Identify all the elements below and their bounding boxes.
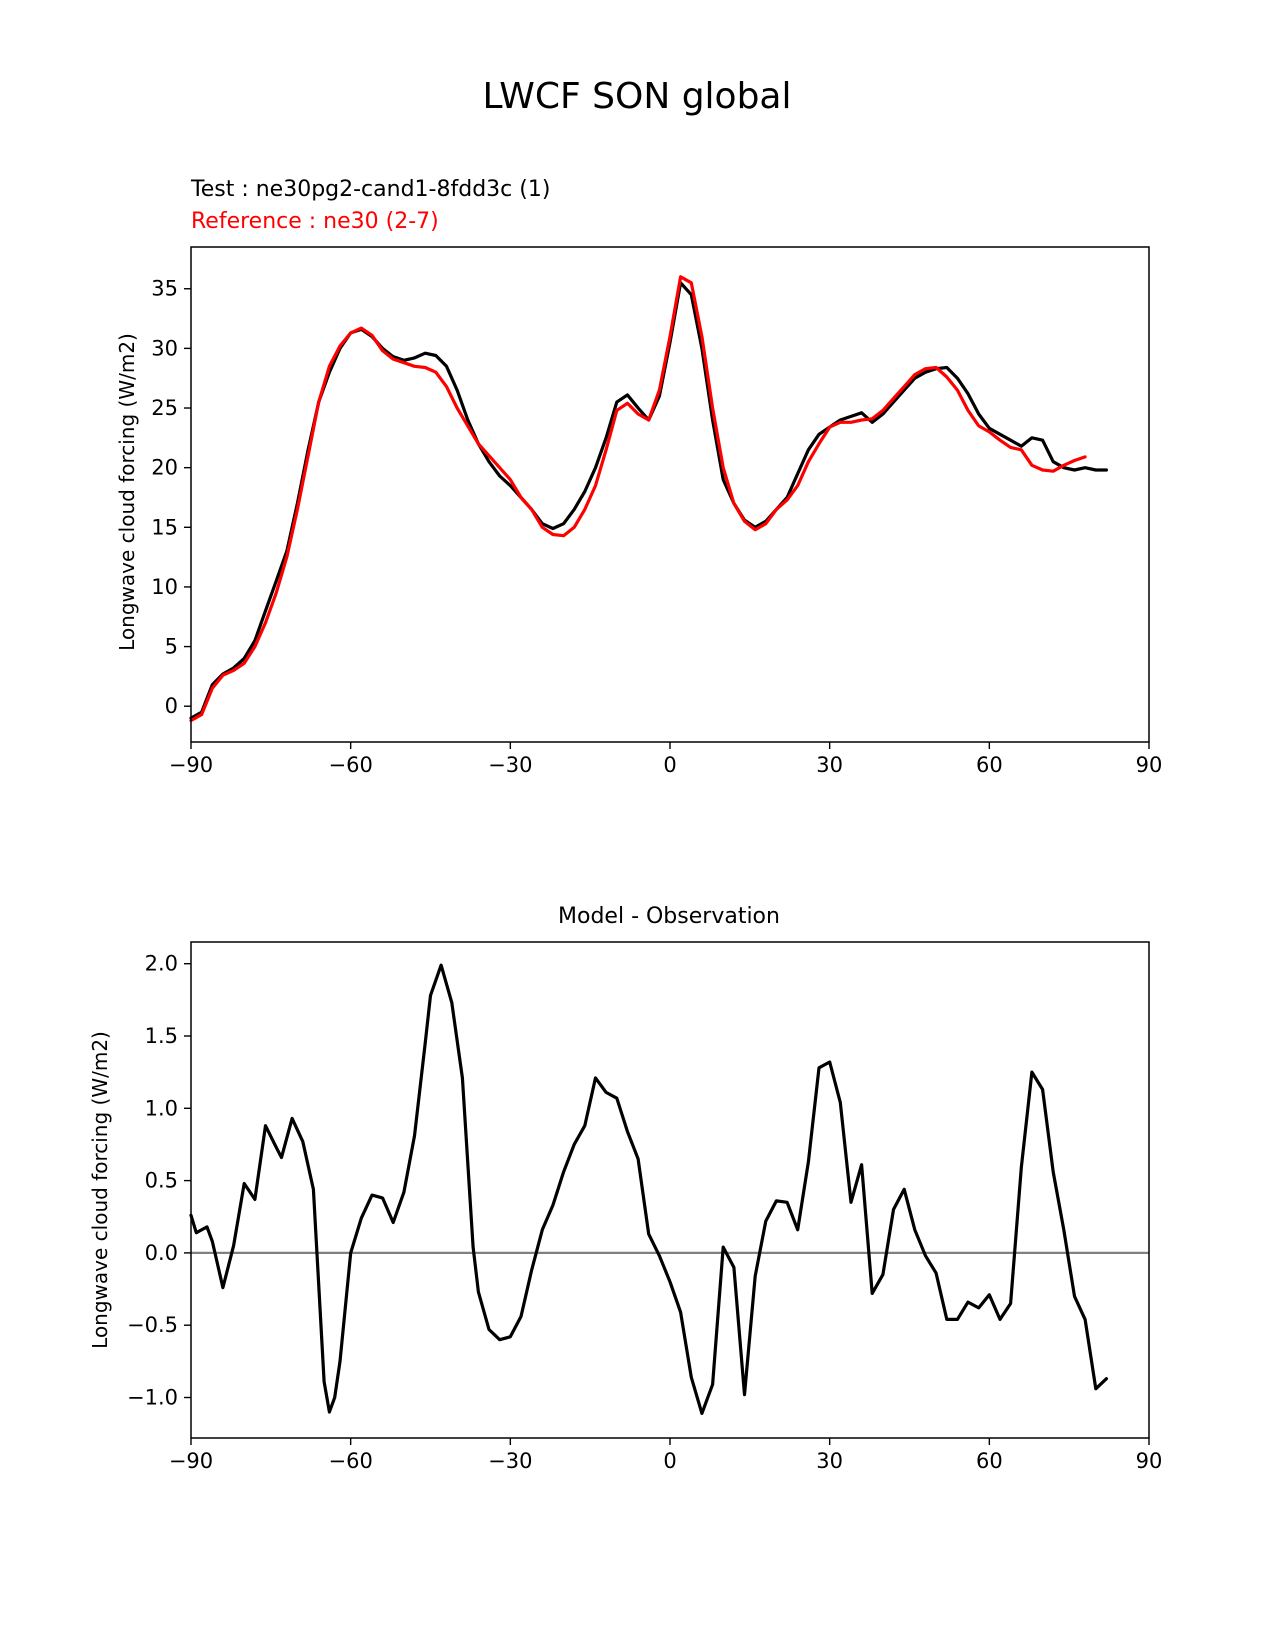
top-x-tick-label: −30 [488, 753, 532, 777]
top-series-layer [189, 275, 1109, 723]
bottom-y-tick-label: −0.5 [127, 1313, 178, 1337]
bottom-x-tick-label: −90 [169, 1449, 213, 1473]
bottom-chart-title: Model - Observation [558, 904, 780, 929]
top-y-axis: 0 5 10 15 20 25 30 35 [151, 277, 191, 718]
bottom-plot-frame [190, 941, 1150, 1439]
bottom-y-tick-label: 0.0 [145, 1241, 178, 1265]
top-y-tick-label: 0 [165, 694, 178, 718]
top-series-test-line [189, 281, 1109, 720]
bottom-y-axis: −1.0 −0.5 0.0 0.5 1.0 1.5 2.0 [127, 952, 191, 1410]
bottom-panel: Model - Observation Longwave cloud forci… [88, 904, 1162, 1473]
top-x-tick-label: −90 [169, 753, 213, 777]
bottom-y-axis-label: Longwave cloud forcing (W/m2) [88, 1031, 112, 1349]
bottom-y-tick-label: −1.0 [127, 1386, 178, 1410]
bottom-x-tick-label: −60 [329, 1449, 373, 1473]
top-y-tick-label: 20 [151, 456, 178, 480]
figure-title: LWCF SON global [483, 76, 792, 117]
top-y-axis-label: Longwave cloud forcing (W/m2) [115, 333, 139, 651]
bottom-x-axis: −90 −60 −30 0 30 60 90 [169, 1438, 1163, 1473]
top-x-tick-label: 0 [663, 753, 676, 777]
bottom-x-tick-label: 30 [816, 1449, 843, 1473]
top-y-tick-label: 5 [165, 635, 178, 659]
bottom-series-layer [189, 963, 1109, 1416]
bottom-series-difference-line [189, 963, 1109, 1416]
top-plot-frame [190, 246, 1150, 743]
top-x-tick-label: 60 [976, 753, 1003, 777]
top-y-tick-label: 15 [151, 515, 178, 539]
bottom-y-tick-label: 1.5 [145, 1024, 178, 1048]
top-y-tick-label: 30 [151, 336, 178, 360]
reference-label: Reference : ne30 (2-7) [191, 209, 439, 234]
top-x-tick-label: 90 [1136, 753, 1163, 777]
bottom-x-tick-label: 90 [1136, 1449, 1163, 1473]
bottom-x-tick-label: −30 [488, 1449, 532, 1473]
top-x-tick-label: 30 [816, 753, 843, 777]
bottom-x-tick-label: 60 [976, 1449, 1003, 1473]
test-label: Test : ne30pg2-cand1-8fdd3c (1) [190, 177, 550, 202]
top-x-axis: −90 −60 −30 0 30 60 90 [169, 742, 1163, 777]
bottom-y-tick-label: 0.5 [145, 1169, 178, 1193]
bottom-x-tick-label: 0 [663, 1449, 676, 1473]
bottom-y-tick-label: 1.0 [145, 1096, 178, 1120]
bottom-y-tick-label: 2.0 [145, 952, 178, 976]
top-panel: Test : ne30pg2-cand1-8fdd3c (1) Referenc… [115, 177, 1162, 777]
top-y-tick-label: 35 [151, 277, 178, 301]
top-y-tick-label: 10 [151, 575, 178, 599]
top-series-reference-line [189, 275, 1087, 723]
top-x-tick-label: −60 [329, 753, 373, 777]
top-y-tick-label: 25 [151, 396, 178, 420]
